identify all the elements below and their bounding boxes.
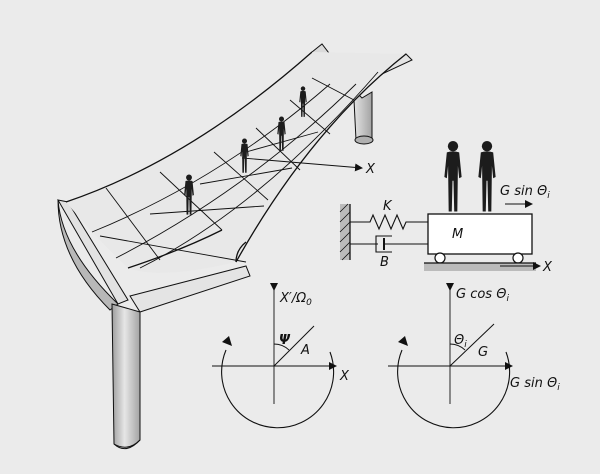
damper-label: B (380, 255, 389, 270)
near-pylon (57, 199, 251, 450)
wall-hatching (339, 203, 351, 261)
left-circle-arc (221, 349, 335, 429)
model-axis-label: X (542, 260, 553, 275)
spring (350, 213, 428, 231)
bridge-deck (66, 52, 406, 273)
damper (350, 235, 428, 253)
wheel-left (434, 252, 446, 264)
right-circle-arc (397, 349, 511, 429)
right-radius (449, 323, 495, 367)
right-radius-label: G (478, 345, 488, 360)
pedestrian-on-mass-2 (478, 140, 496, 212)
right-y-label: G cos Θi (456, 287, 509, 304)
wall-hatch (340, 204, 350, 260)
pedestrian-on-mass-1 (444, 140, 462, 212)
bridge-axis-label: X (365, 162, 376, 177)
mass-spring-damper-model: K B M X G sin Θi (339, 140, 553, 275)
left-rotation-arrow (222, 336, 232, 346)
left-angle-arc (273, 343, 290, 351)
right-rotation-arrow (398, 336, 408, 346)
left-radius (273, 325, 315, 367)
phase-diagram-right: G cos Θi Θi G G sin Θi (388, 283, 560, 429)
phase-diagram-left: X′/Ω0 Ψ A X (212, 283, 350, 429)
wheel-right (512, 252, 524, 264)
bridge-axis-arrow (241, 157, 363, 172)
left-y-label: X′/Ω0 (279, 291, 312, 308)
bridge: X (57, 43, 413, 450)
force-label: G sin Θi (500, 184, 550, 201)
deck-edges (65, 51, 407, 269)
deck-grid (91, 71, 379, 269)
ground-hatch (424, 263, 536, 271)
spring-label: K (383, 199, 393, 214)
left-angle-label: Ψ (279, 333, 291, 348)
right-angle-arc (449, 343, 466, 351)
right-x-label: G sin Θi (510, 376, 560, 393)
left-radius-label: A (300, 343, 310, 358)
mass-pedestrians (444, 140, 496, 212)
mass-label: M (452, 227, 463, 242)
left-x-label: X (339, 369, 350, 384)
right-angle-label: Θi (454, 333, 467, 350)
mass-block (427, 213, 533, 255)
